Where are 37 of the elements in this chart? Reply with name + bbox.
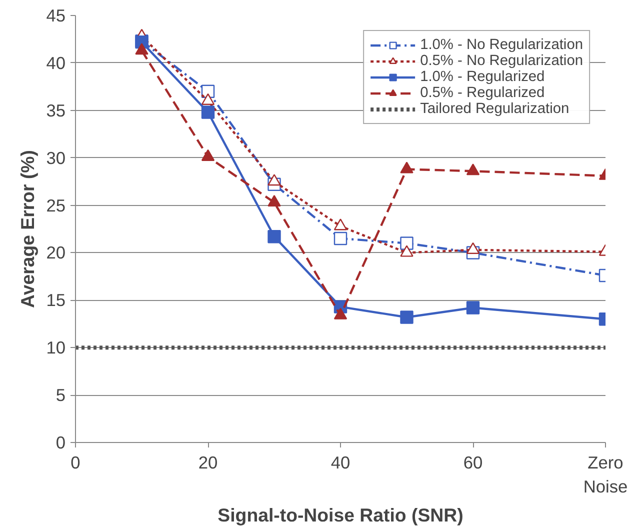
x-tick-label: 60 [463,452,483,472]
point [268,174,281,186]
point [334,218,348,230]
legend-label: 0.5% - Regularized [420,85,545,101]
point [400,310,414,324]
y-axis-title: Average Error (%) [17,150,38,308]
point [268,230,281,244]
point [400,162,414,174]
x-axis-title: Signal-to-Noise Ratio (SNR) [218,504,464,526]
legend-label: 1.0% - No Regularization [420,37,583,53]
x-tick-label: Zero Noise [583,452,628,496]
y-tick-label: 5 [56,385,66,406]
point [466,242,480,254]
y-tick-label: 35 [46,100,66,120]
y-tick-label: 40 [46,52,66,73]
y-tick-label: 0 [56,432,66,452]
y-tick-label: 20 [46,242,66,263]
point [400,236,414,250]
point [201,93,215,105]
legend-label: Tailored Regularization [420,101,570,117]
y-tick-label: 10 [46,338,66,358]
x-tick-label: 0 [70,452,80,472]
point [201,149,215,161]
y-tick-label: 25 [46,195,66,216]
y-tick-label: 45 [46,6,66,26]
point [334,232,348,246]
point [466,301,480,314]
point [135,43,148,55]
legend-label: 1.0% - Regularized [420,69,545,85]
legend-label: 0.5% - No Regularization [420,53,583,69]
y-tick-label: 30 [46,148,66,168]
x-tick-label: 40 [330,452,350,472]
point [400,245,414,257]
y-tick-label: 15 [46,290,66,310]
point [466,164,480,176]
point [268,194,281,206]
x-tick-label: 20 [198,452,218,472]
